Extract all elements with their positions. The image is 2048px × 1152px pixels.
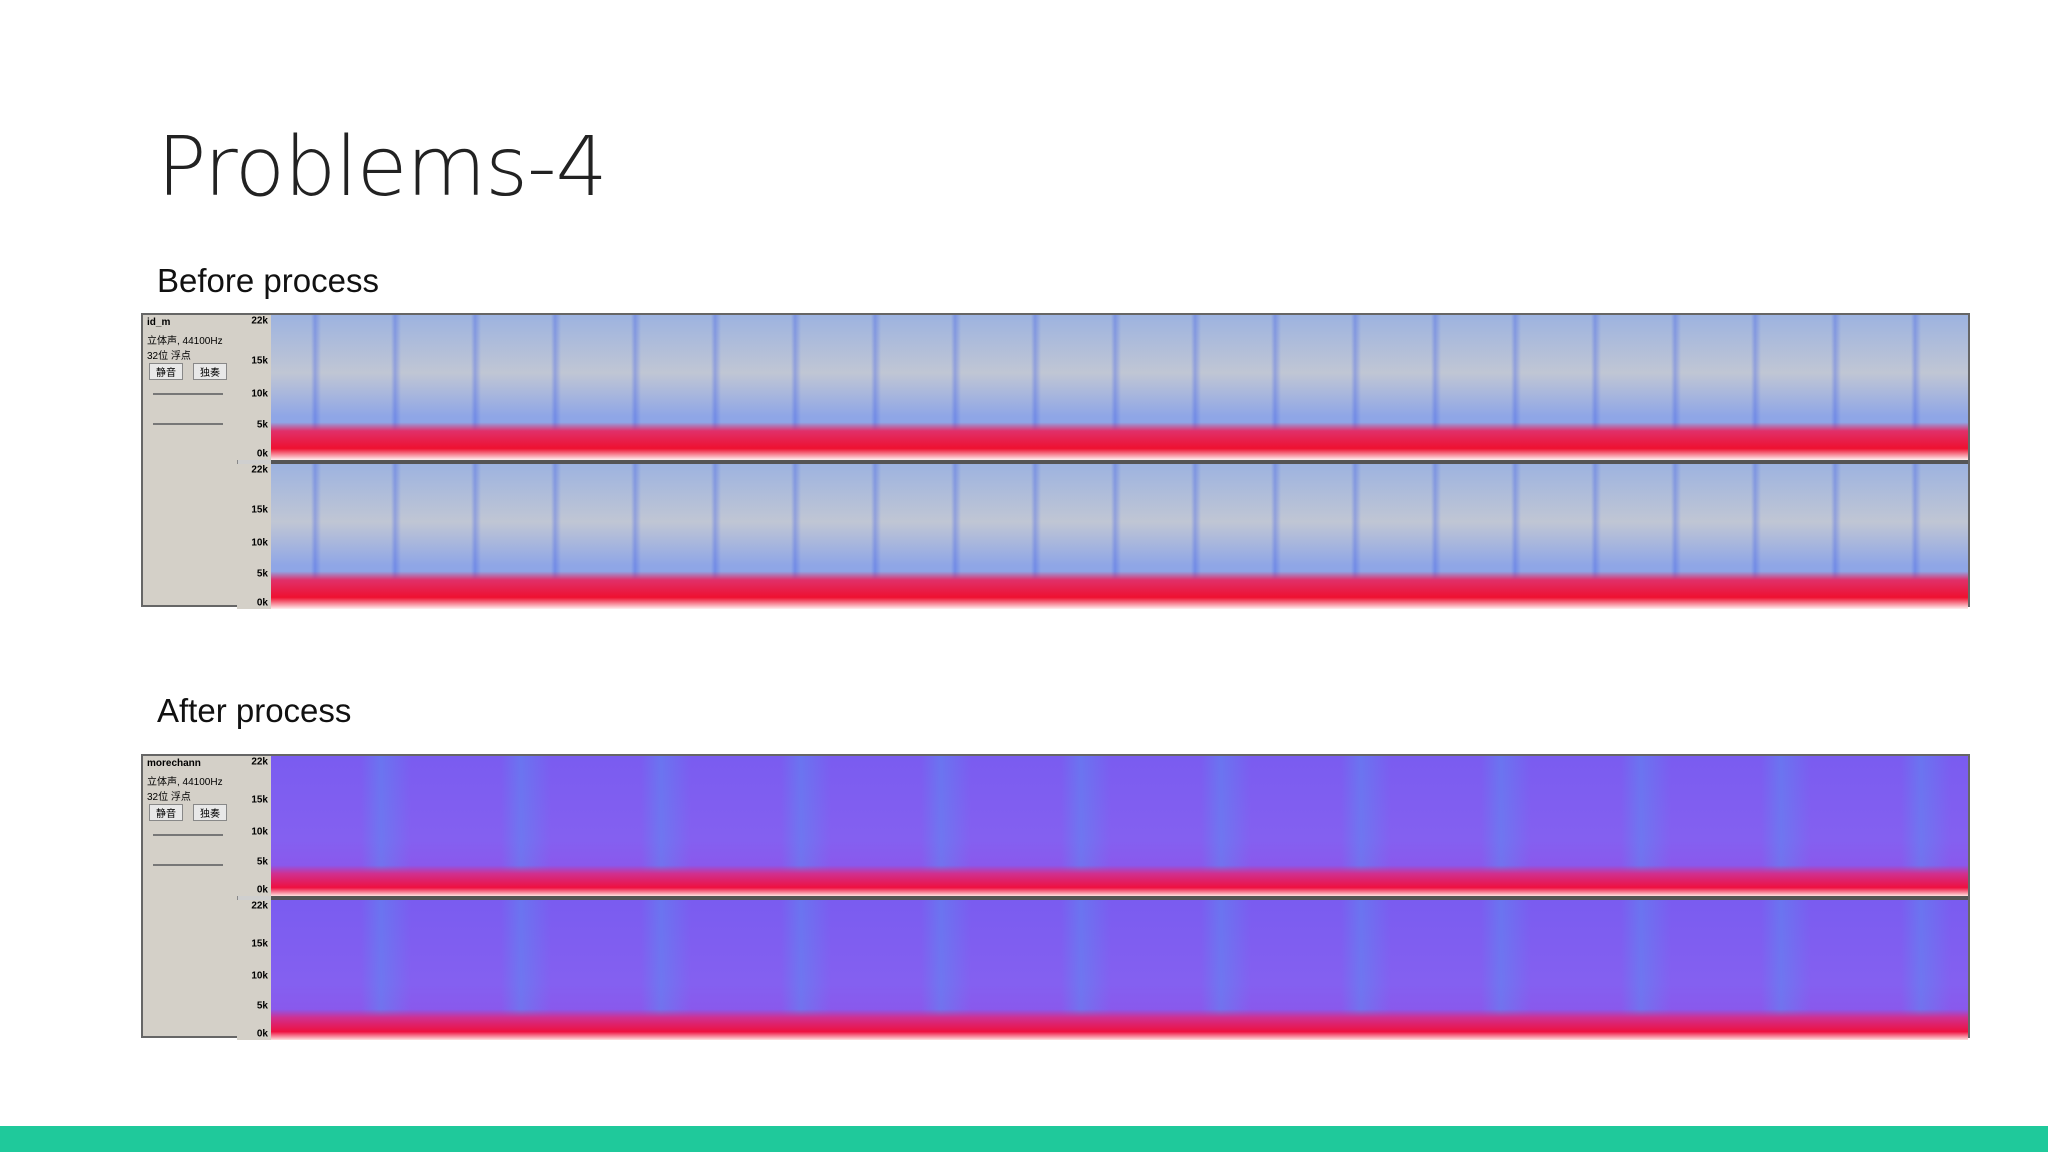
axis-label: 10k — [251, 826, 268, 838]
section-label: Before process — [157, 262, 379, 299]
axis-label: 15k — [251, 794, 268, 806]
track-controls: id_m 立体声, 44100Hz 32位 浮点 静音 独奏 — [143, 315, 238, 605]
track-button[interactable]: 独奏 — [193, 804, 227, 821]
track-button[interactable]: 独奏 — [193, 363, 227, 380]
axis-label: 0k — [256, 597, 268, 609]
track-button[interactable]: 静音 — [149, 363, 183, 380]
axis-label: 5k — [256, 419, 268, 431]
axis-label: 15k — [251, 504, 268, 516]
axis-label: 10k — [251, 537, 268, 549]
pan-slider — [153, 864, 223, 866]
pan-slider — [153, 423, 223, 425]
track-name: id_m — [147, 317, 171, 328]
spectrogram-panel: morechann 立体声, 44100Hz 32位 浮点 静音 独奏 22k 15k 10k… — [141, 754, 1970, 1040]
axis-label: 22k — [251, 756, 268, 768]
slide-title: Problems-4 — [157, 120, 608, 215]
spectrogram-panel: id_m 立体声, 44100Hz 32位 浮点 静音 独奏 22k 15k 10k 5k 0k 2… — [141, 313, 1970, 609]
axis-label: 22k — [251, 464, 268, 476]
spectrogram-channel — [271, 900, 1968, 1040]
track-name: morechann — [147, 758, 201, 769]
axis-label: 0k — [256, 448, 268, 460]
track-controls: morechann 立体声, 44100Hz 32位 浮点 静音 独奏 — [143, 756, 238, 1036]
track-bits: 32位 浮点 — [147, 792, 191, 803]
section-label: After process — [157, 692, 352, 729]
axis-label: 15k — [251, 355, 268, 367]
gain-slider — [153, 834, 223, 836]
footer-bar — [0, 1126, 2048, 1152]
axis-label: 22k — [251, 315, 268, 327]
channel-separator — [271, 460, 1968, 464]
axis-label: 5k — [256, 856, 268, 868]
axis-label: 22k — [251, 900, 268, 912]
axis-label: 15k — [251, 938, 268, 950]
track-button[interactable]: 静音 — [149, 804, 183, 821]
frequency-axis: 22k 15k 10k 5k 0k — [237, 900, 272, 1040]
axis-label: 10k — [251, 388, 268, 400]
frequency-axis: 22k 15k 10k 5k 0k — [237, 464, 272, 609]
track-format: 立体声, 44100Hz — [147, 336, 223, 347]
frequency-axis: 22k 15k 10k 5k 0k — [237, 315, 272, 460]
axis-label: 5k — [256, 568, 268, 580]
track-bits: 32位 浮点 — [147, 351, 191, 362]
spectrogram-channel — [271, 756, 1968, 896]
spectrogram-channel — [271, 315, 1968, 460]
spectrogram-channel — [271, 464, 1968, 609]
track-format: 立体声, 44100Hz — [147, 777, 223, 788]
frequency-axis: 22k 15k 10k 5k 0k — [237, 756, 272, 896]
axis-label: 5k — [256, 1000, 268, 1012]
axis-label: 0k — [256, 884, 268, 896]
channel-separator — [271, 896, 1968, 900]
axis-label: 10k — [251, 970, 268, 982]
axis-label: 0k — [256, 1028, 268, 1040]
gain-slider — [153, 393, 223, 395]
